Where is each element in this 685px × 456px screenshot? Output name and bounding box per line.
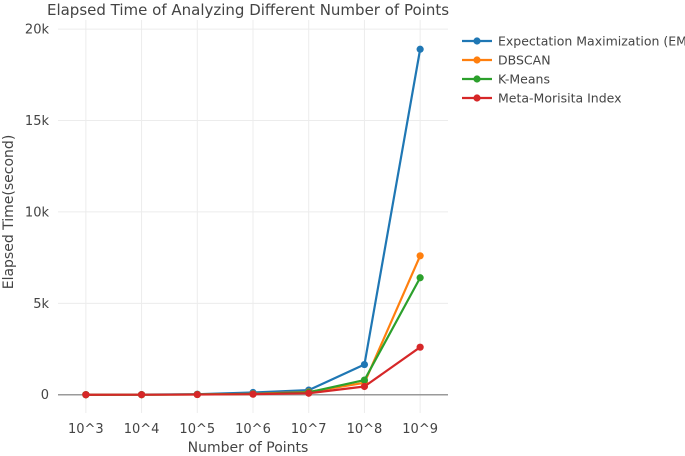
data-point[interactable]	[193, 390, 201, 399]
legend-item[interactable]: DBSCAN	[462, 53, 551, 68]
y-tick-label: 15k	[25, 114, 50, 129]
data-point[interactable]	[416, 343, 424, 351]
data-point[interactable]	[416, 252, 424, 260]
data-point[interactable]	[360, 360, 369, 369]
legend-item[interactable]: Expectation Maximization (EM)	[462, 34, 685, 49]
series-3	[82, 343, 424, 399]
x-axis: 10^3 10^4 10^5 10^6 10^7 10^8 10^9	[68, 422, 438, 437]
legend-marker	[473, 37, 481, 45]
legend-marker	[473, 56, 481, 64]
legend-item[interactable]: Meta-Morisita Index	[462, 91, 622, 106]
x-axis-title: Number of Points	[188, 440, 309, 456]
data-point[interactable]	[249, 390, 257, 398]
legend-label: Expectation Maximization (EM)	[498, 34, 685, 49]
data-point[interactable]	[416, 274, 424, 282]
chart-title: Elapsed Time of Analyzing Different Numb…	[47, 1, 449, 19]
legend-marker	[473, 94, 481, 102]
legend-item[interactable]: K-Means	[462, 72, 550, 87]
plot-area	[82, 45, 424, 399]
data-point[interactable]	[305, 389, 313, 397]
data-point[interactable]	[360, 382, 369, 391]
legend-marker	[473, 75, 481, 83]
y-axis: 0 5k 10k 15k 20k	[25, 23, 50, 404]
x-tick-label: 10^5	[179, 422, 215, 437]
x-tick-label: 10^7	[291, 422, 327, 437]
x-tick-label: 10^6	[235, 422, 271, 437]
legend-label: DBSCAN	[498, 53, 551, 68]
y-axis-title: Elapsed Time(second)	[1, 135, 17, 290]
data-point[interactable]	[416, 45, 424, 53]
data-point[interactable]	[360, 376, 369, 384]
legend[interactable]: Expectation Maximization (EM) DBSCAN K-Mea…	[462, 34, 685, 106]
y-tick-label: 0	[41, 388, 49, 403]
legend-label: Meta-Morisita Index	[498, 91, 622, 106]
y-tick-label: 5k	[33, 297, 49, 312]
data-point[interactable]	[137, 391, 146, 399]
x-tick-label: 10^3	[68, 422, 104, 437]
data-point[interactable]	[82, 391, 90, 399]
x-tick-label: 10^4	[124, 422, 160, 437]
x-tick-label: 10^8	[347, 422, 383, 437]
y-tick-label: 10k	[25, 205, 50, 220]
legend-label: K-Means	[498, 72, 550, 87]
y-tick-label: 20k	[25, 23, 50, 38]
x-tick-label: 10^9	[402, 422, 438, 437]
